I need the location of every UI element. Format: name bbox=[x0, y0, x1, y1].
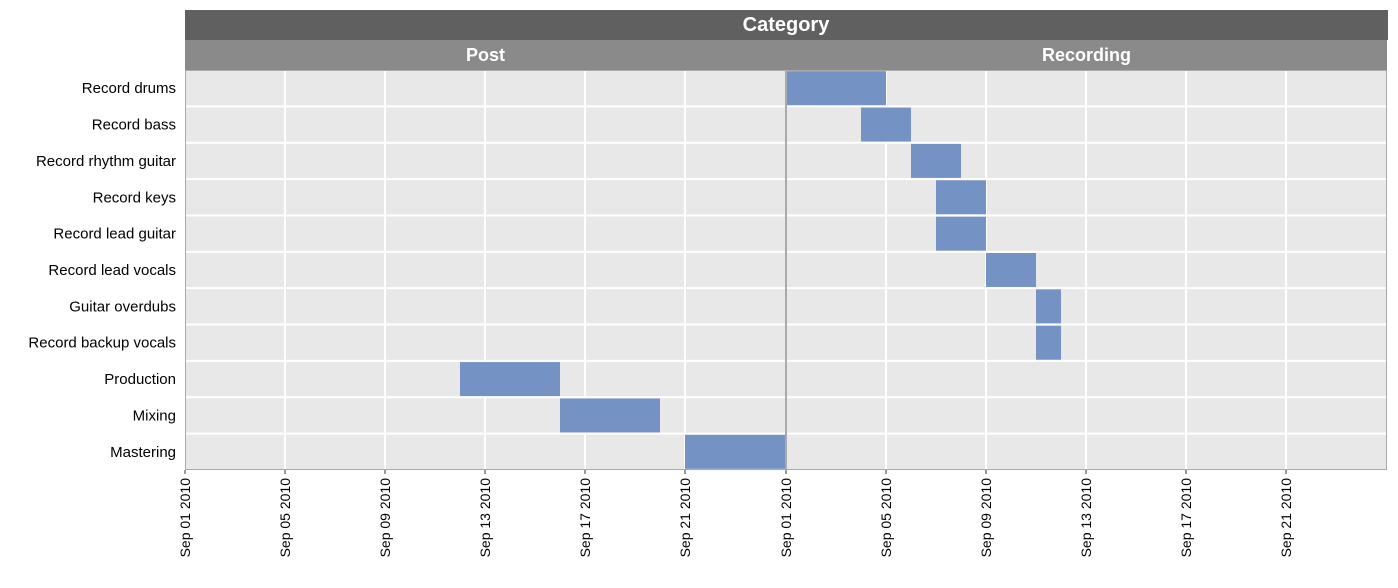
x-tick-label: Sep 13 2010 bbox=[477, 478, 493, 558]
x-tick-label: Sep 17 2010 bbox=[1178, 478, 1194, 558]
bar-mixing bbox=[560, 398, 660, 433]
facet-strip-post bbox=[185, 40, 786, 70]
facet-label-recording: Recording bbox=[1042, 45, 1131, 65]
bar-record-drums bbox=[786, 71, 886, 106]
bar-record-backup-vocals bbox=[1036, 325, 1061, 360]
bar-production bbox=[460, 362, 560, 397]
y-label-mixing: Mixing bbox=[133, 407, 176, 424]
panel-border bbox=[786, 70, 1387, 470]
x-axis-ticks: Sep 01 2010 Sep 05 2010 Sep 09 2010 Sep 13 … bbox=[177, 470, 1294, 557]
strip-title-background bbox=[185, 10, 1388, 40]
bar-guitar-overdubs bbox=[1036, 289, 1061, 324]
bar-record-lead-guitar bbox=[936, 216, 986, 251]
bar-record-lead-vocals bbox=[986, 253, 1036, 287]
x-tick-label: Sep 13 2010 bbox=[1078, 478, 1094, 558]
y-label-record-drums: Record drums bbox=[82, 80, 176, 97]
facet-title: Category bbox=[743, 14, 831, 36]
bar-record-rhythm-guitar bbox=[911, 143, 961, 178]
y-label-record-bass: Record bass bbox=[92, 117, 176, 134]
panel-border bbox=[185, 70, 786, 470]
facet-label-post: Post bbox=[466, 45, 505, 65]
x-tick-label: Sep 21 2010 bbox=[1278, 478, 1294, 558]
x-tick-label: Sep 01 2010 bbox=[177, 478, 193, 558]
y-label-record-lead-vocals: Record lead vocals bbox=[48, 262, 176, 279]
y-label-guitar-overdubs: Guitar overdubs bbox=[69, 298, 176, 315]
x-tick-label: Sep 09 2010 bbox=[377, 478, 393, 558]
y-label-mastering: Mastering bbox=[110, 444, 176, 461]
y-label-record-rhythm-guitar: Record rhythm guitar bbox=[36, 153, 176, 170]
task-bars bbox=[185, 70, 1387, 470]
y-label-record-backup-vocals: Record backup vocals bbox=[28, 335, 176, 352]
y-label-production: Production bbox=[104, 371, 176, 388]
x-tick-label: Sep 01 2010 bbox=[778, 478, 794, 558]
x-tick-label: Sep 17 2010 bbox=[577, 478, 593, 558]
facet-strips: Post Recording bbox=[185, 40, 1387, 70]
x-tick-label: Sep 05 2010 bbox=[277, 478, 293, 558]
bar-record-keys bbox=[936, 180, 986, 215]
y-label-record-keys: Record keys bbox=[93, 189, 176, 206]
bar-record-bass bbox=[861, 107, 911, 142]
x-tick-label: Sep 21 2010 bbox=[677, 478, 693, 558]
bar-mastering bbox=[685, 434, 785, 469]
y-label-record-lead-guitar: Record lead guitar bbox=[53, 226, 176, 243]
facet-strip-recording bbox=[786, 40, 1387, 70]
category-labels: Record drums Record bass Record rhythm gui… bbox=[28, 80, 176, 461]
strip-title: Category bbox=[185, 10, 1388, 40]
x-tick-label: Sep 09 2010 bbox=[978, 478, 994, 558]
x-tick-label: Sep 05 2010 bbox=[878, 478, 894, 558]
